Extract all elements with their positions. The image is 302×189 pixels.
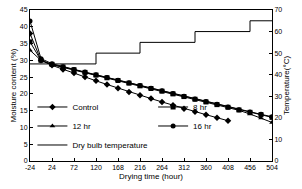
svg-text:30: 30 — [274, 93, 282, 100]
svg-text:Moisture content (%): Moisture content (%) — [9, 48, 18, 122]
svg-text:Dry bulb temperature: Dry bulb temperature — [72, 141, 148, 150]
svg-text:Temperature(°C): Temperature(°C) — [282, 56, 291, 116]
svg-text:216: 216 — [134, 164, 146, 171]
svg-text:168: 168 — [112, 164, 124, 171]
svg-text:25: 25 — [20, 74, 28, 81]
svg-text:20: 20 — [20, 90, 28, 97]
svg-text:60: 60 — [274, 28, 282, 35]
svg-text:50: 50 — [274, 50, 282, 57]
svg-text:408: 408 — [222, 164, 234, 171]
svg-text:264: 264 — [156, 164, 168, 171]
svg-text:72: 72 — [70, 164, 78, 171]
svg-text:312: 312 — [178, 164, 190, 171]
svg-text:24: 24 — [48, 164, 56, 171]
svg-text:40: 40 — [274, 71, 282, 78]
svg-text:-24: -24 — [25, 164, 35, 171]
svg-text:Control: Control — [72, 103, 98, 112]
svg-text:120: 120 — [90, 164, 102, 171]
svg-text:0: 0 — [274, 157, 278, 164]
svg-text:15: 15 — [20, 107, 28, 114]
svg-text:35: 35 — [20, 40, 28, 47]
svg-text:40: 40 — [20, 23, 28, 30]
svg-text:45: 45 — [20, 6, 28, 13]
svg-text:70: 70 — [274, 6, 282, 13]
svg-text:Drying time (hour): Drying time (hour) — [119, 172, 183, 181]
svg-text:10: 10 — [20, 124, 28, 131]
svg-text:456: 456 — [244, 164, 256, 171]
svg-text:5: 5 — [24, 141, 28, 148]
svg-text:360: 360 — [200, 164, 212, 171]
svg-text:12 hr: 12 hr — [72, 122, 91, 131]
svg-text:8 hr: 8 hr — [193, 103, 207, 112]
svg-text:20: 20 — [274, 114, 282, 121]
svg-text:16 hr: 16 hr — [193, 122, 212, 131]
svg-text:0: 0 — [24, 157, 28, 164]
svg-text:10: 10 — [274, 136, 282, 143]
svg-text:504: 504 — [266, 164, 278, 171]
svg-text:30: 30 — [20, 57, 28, 64]
